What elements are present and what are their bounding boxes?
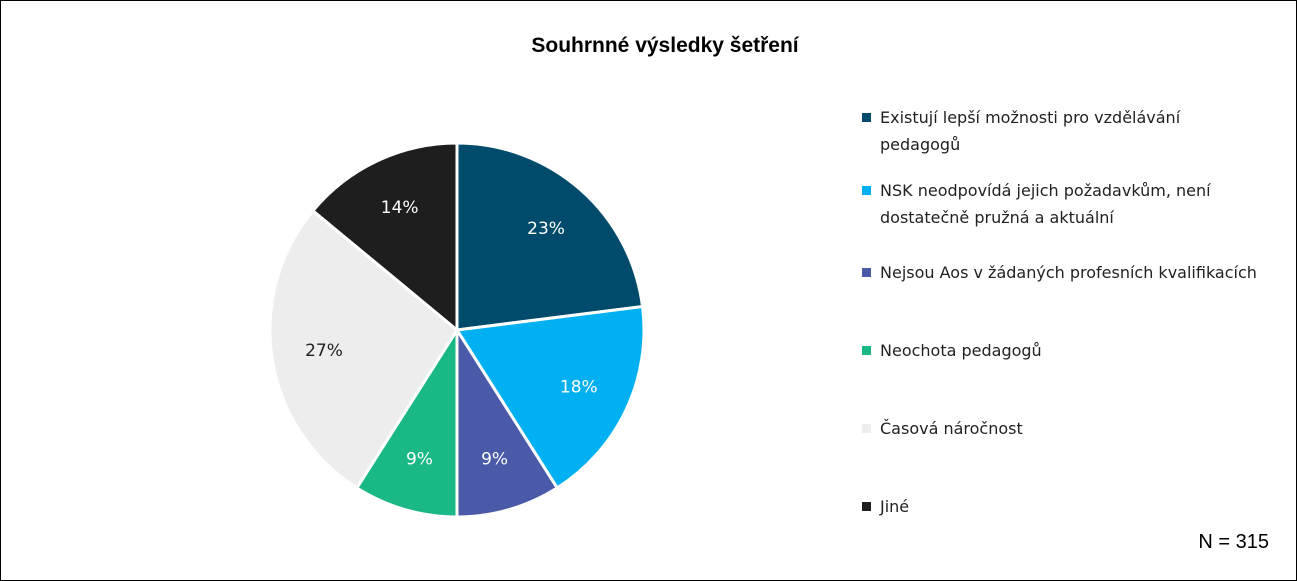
legend-swatch	[862, 424, 871, 433]
legend-item: Nejsou Aos v žádaných profesních kvalifi…	[862, 259, 1262, 286]
legend-swatch	[862, 186, 871, 195]
data-label: 27%	[305, 341, 343, 361]
legend-swatch	[862, 346, 871, 355]
legend-item: Existují lepší možnosti pro vzdělávání p…	[862, 104, 1262, 158]
data-label: 14%	[381, 198, 419, 218]
legend-item: Neochota pedagogů	[862, 337, 1262, 364]
pie-slice	[454, 304, 646, 490]
data-label: 18%	[560, 377, 598, 397]
legend-label: Neochota pedagogů	[880, 341, 1042, 360]
chart-title: Souhrnné výsledky šetření	[531, 34, 799, 57]
data-label: 9%	[481, 449, 508, 469]
legend-label: NSK neodpovídá jejich požadavkům, není d…	[880, 181, 1211, 227]
pie-slice	[455, 141, 645, 332]
legend-item: NSK neodpovídá jejich požadavkům, není d…	[862, 177, 1262, 231]
data-label: 23%	[527, 219, 565, 239]
legend-label: Jiné	[880, 497, 910, 516]
legend-swatch	[862, 502, 871, 511]
pie-slice	[354, 324, 459, 519]
annotation: N = 315	[1198, 531, 1269, 553]
data-label: 9%	[406, 449, 433, 469]
pie-slice	[310, 141, 459, 334]
pie-slice	[455, 324, 560, 519]
legend-label: Časová náročnost	[880, 419, 1023, 438]
legend-label: Nejsou Aos v žádaných profesních kvalifi…	[880, 263, 1257, 282]
legend-item: Časová náročnost	[862, 415, 1262, 442]
legend-swatch	[862, 268, 871, 277]
legend-label: Existují lepší možnosti pro vzdělávání p…	[880, 108, 1181, 154]
pie-slice	[268, 208, 459, 490]
legend-swatch	[862, 113, 871, 122]
legend-item: Jiné	[862, 493, 1262, 520]
